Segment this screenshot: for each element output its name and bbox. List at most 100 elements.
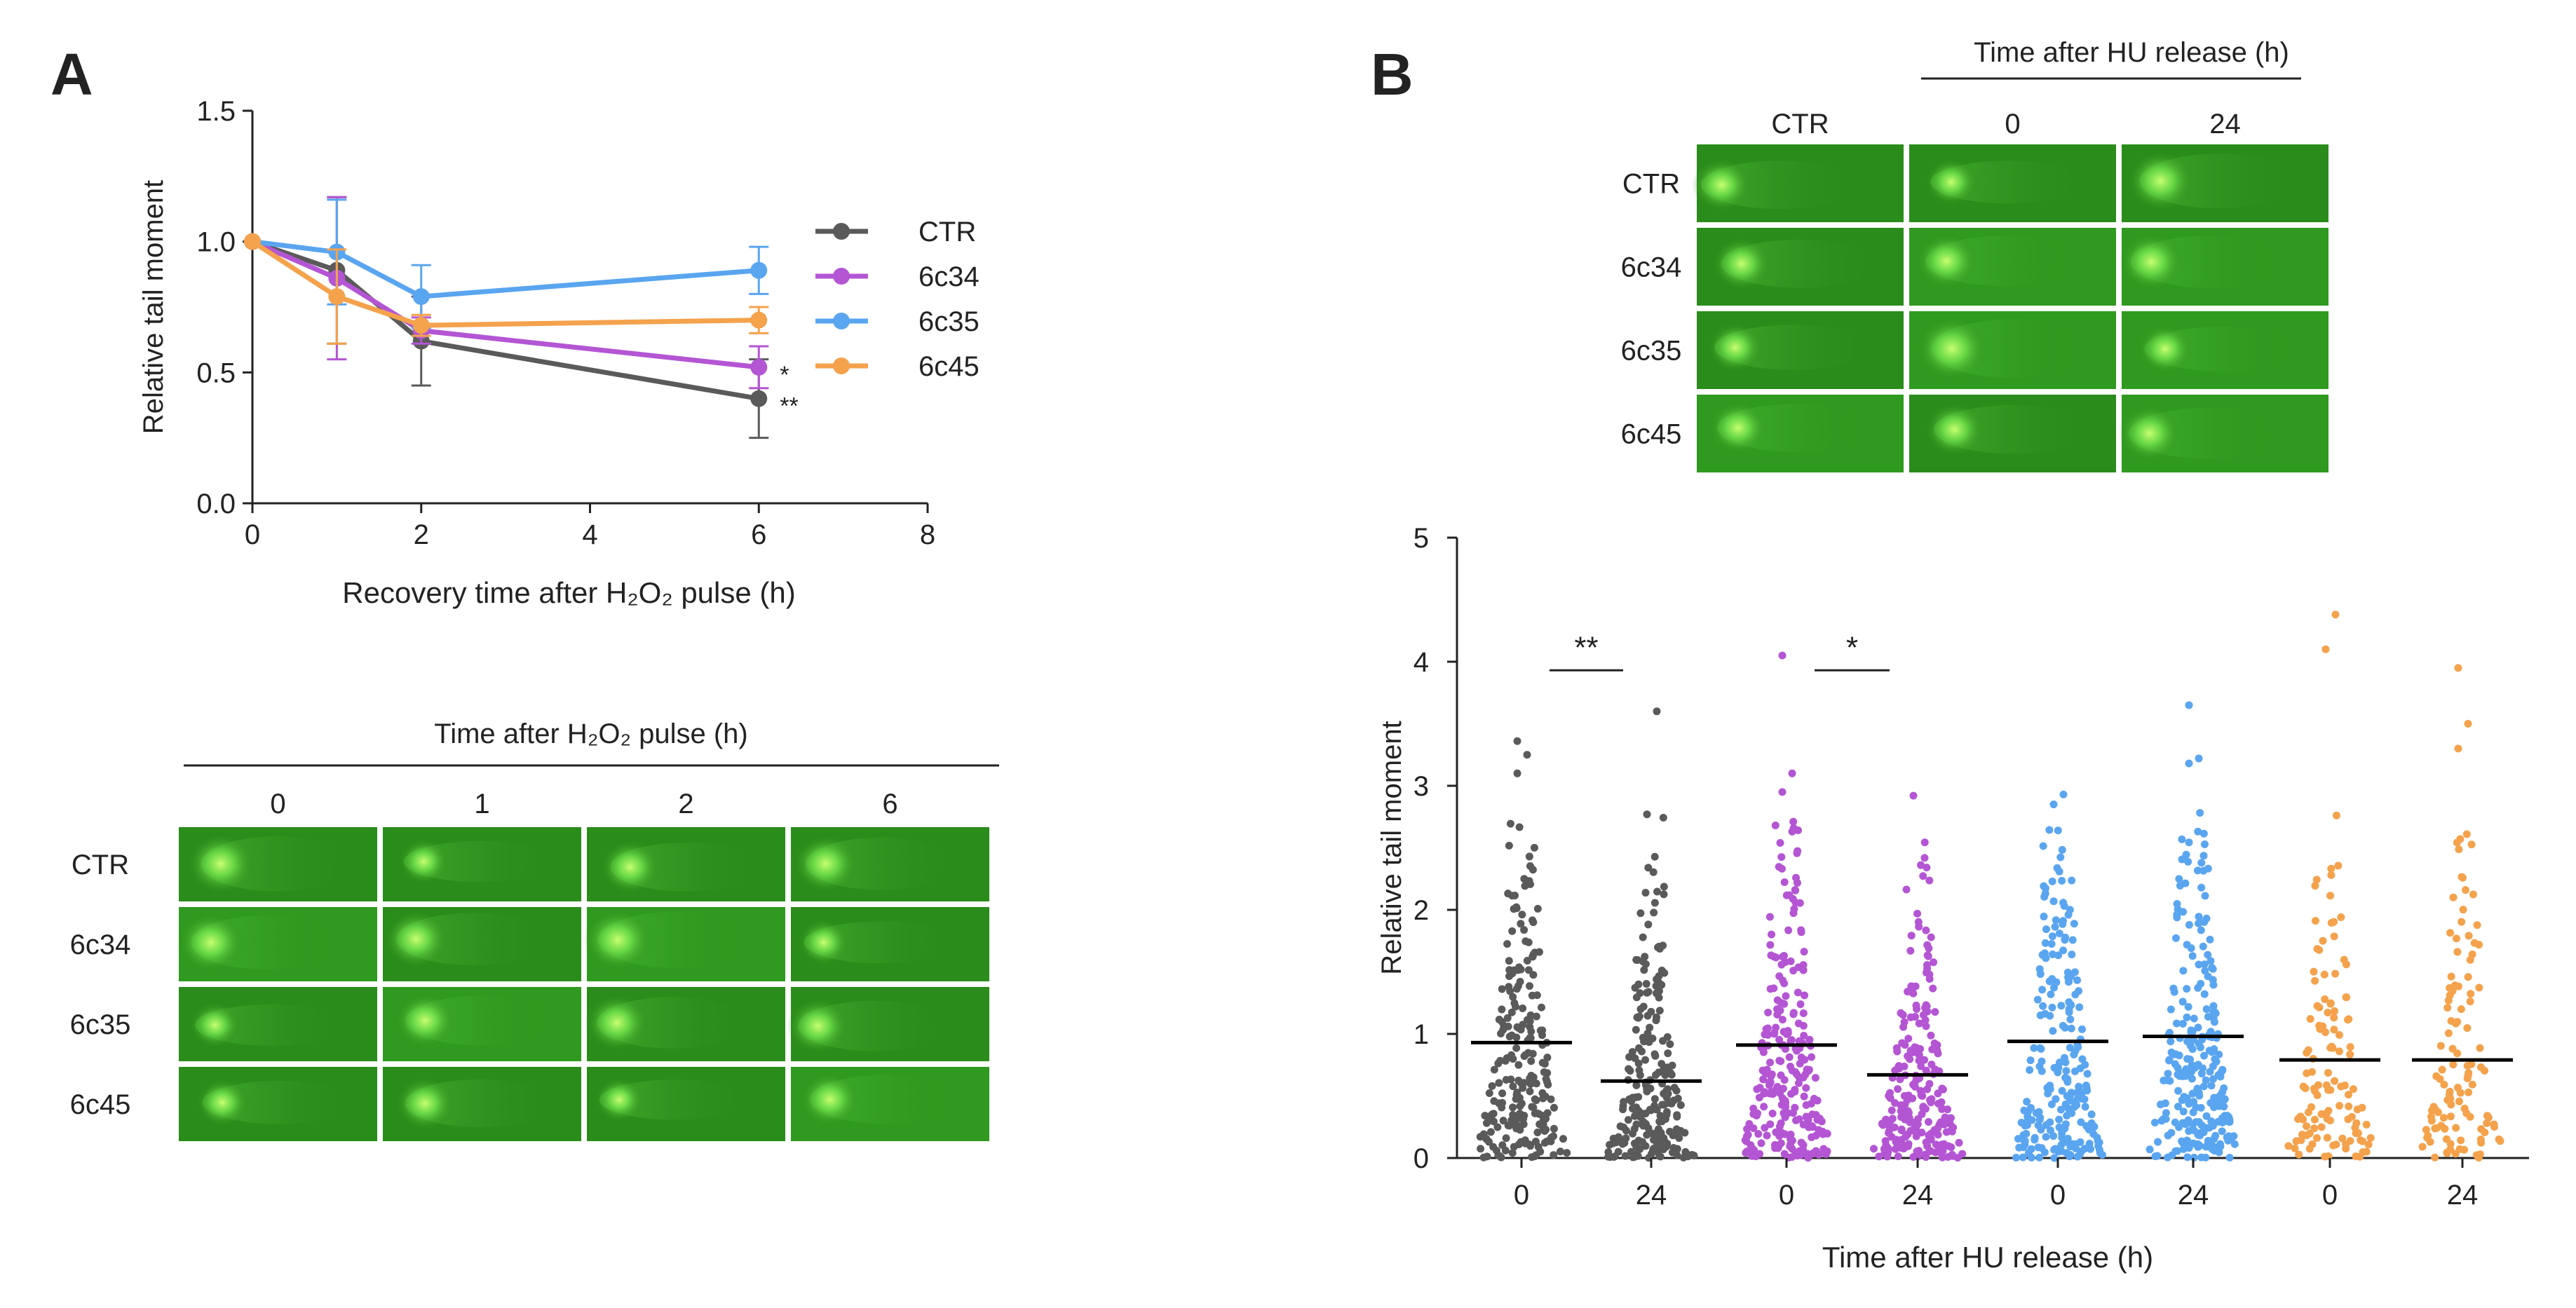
dot-group-CTR-0 xyxy=(1471,737,1572,1161)
image-column-label: 6 xyxy=(882,789,897,819)
data-dot xyxy=(1754,1130,1763,1138)
data-dot xyxy=(1925,876,1934,885)
data-dot xyxy=(2064,1105,2073,1113)
data-dot xyxy=(2036,970,2045,979)
data-dot xyxy=(2336,1101,2344,1110)
data-dot xyxy=(1512,1044,1521,1052)
x-tick-label: 0 xyxy=(1514,1180,1529,1211)
data-dot xyxy=(1669,1144,1678,1152)
comet-images-hu: Time after HU release (h) CTR 0 24 CTR 6c34 6… xyxy=(1621,37,2328,472)
data-dot xyxy=(2040,949,2049,958)
data-dot xyxy=(2052,916,2060,925)
series-6c34 xyxy=(244,196,769,390)
data-dot xyxy=(2449,1061,2458,1069)
data-dot xyxy=(2448,1044,2457,1053)
significance-marker: * xyxy=(780,362,789,388)
comet-image xyxy=(587,827,785,901)
data-dot xyxy=(1760,1103,1768,1111)
data-dot xyxy=(2458,918,2466,926)
data-dot xyxy=(1496,1056,1505,1065)
data-dot xyxy=(1922,926,1930,934)
data-dot xyxy=(1920,854,1929,862)
data-dot xyxy=(2032,1109,2040,1117)
data-dot xyxy=(2418,1143,2427,1151)
data-dot xyxy=(1765,913,1774,921)
data-dot xyxy=(2185,701,2193,709)
data-dot xyxy=(2183,1153,2192,1161)
data-dot xyxy=(2452,1019,2460,1028)
data-dot xyxy=(1885,1126,1893,1135)
data-dot xyxy=(2055,929,2063,938)
data-dot xyxy=(1808,1133,1816,1141)
data-dot xyxy=(2202,1005,2211,1014)
data-dot xyxy=(1789,817,1798,826)
data-dot xyxy=(1897,1101,1905,1110)
data-dot xyxy=(1892,1138,1900,1146)
data-dot xyxy=(1632,1081,1641,1089)
data-dot xyxy=(2291,1144,2299,1152)
data-dot xyxy=(1800,1092,1808,1101)
x-tick-label: 6 xyxy=(751,519,766,550)
data-dot xyxy=(1532,1079,1540,1088)
data-dot xyxy=(1909,989,1917,997)
data-dot xyxy=(2049,1027,2057,1035)
data-dot xyxy=(1508,1149,1517,1157)
data-dot xyxy=(1514,1077,1523,1085)
x-tick-label: 0 xyxy=(2322,1180,2338,1211)
data-dot xyxy=(1930,958,1938,967)
data-dot xyxy=(1787,1036,1796,1044)
data-dot xyxy=(2461,886,2469,894)
data-dot xyxy=(2303,1049,2311,1057)
data-dot xyxy=(1777,853,1786,861)
data-dot xyxy=(1902,885,1911,894)
data-dot xyxy=(2466,1112,2474,1121)
data-dot xyxy=(1628,1104,1636,1112)
data-dot xyxy=(2326,892,2335,900)
comet-image xyxy=(1697,228,1904,306)
data-dot xyxy=(2204,951,2212,959)
data-dot xyxy=(1791,886,1800,894)
data-dot xyxy=(1753,1085,1761,1094)
data-dot xyxy=(1766,985,1775,993)
data-dot xyxy=(1742,1137,1751,1145)
data-dot xyxy=(1760,1089,1768,1098)
data-dot xyxy=(1880,1145,1888,1153)
x-tick-label: 24 xyxy=(2447,1180,2479,1211)
data-dot xyxy=(2218,1118,2227,1126)
data-dot xyxy=(1520,926,1528,934)
data-dot xyxy=(1780,1076,1789,1084)
data-dot xyxy=(1526,982,1534,990)
data-dot xyxy=(1875,1152,1883,1161)
data-dot xyxy=(2175,1123,2183,1131)
data-dot xyxy=(1643,810,1651,819)
data-point xyxy=(412,288,430,306)
data-dot xyxy=(1521,1051,1529,1059)
data-dot xyxy=(2457,1136,2465,1145)
data-dot xyxy=(2160,1115,2168,1123)
data-dot xyxy=(2055,1123,2063,1131)
data-dot xyxy=(1653,887,1662,896)
data-dot xyxy=(2023,1117,2032,1126)
data-dot xyxy=(2164,1131,2172,1140)
data-dot xyxy=(1537,1003,1545,1011)
data-dot xyxy=(2307,1103,2316,1111)
data-dot xyxy=(2366,1133,2375,1142)
data-dot xyxy=(2037,1044,2045,1053)
data-dot xyxy=(2045,826,2054,834)
data-dot xyxy=(2284,1142,2293,1150)
data-dot xyxy=(1785,1053,1794,1061)
data-dot xyxy=(1869,1145,1878,1153)
data-dot xyxy=(2054,1068,2062,1077)
data-dot xyxy=(2438,1065,2446,1074)
data-dot xyxy=(2331,1007,2338,1016)
data-dot xyxy=(2195,754,2203,763)
dot-group-6c34-24 xyxy=(1867,791,1968,1162)
data-dot xyxy=(2467,840,2476,849)
data-dot xyxy=(2060,1054,2068,1062)
comet-image xyxy=(791,827,989,901)
data-dot xyxy=(2331,611,2340,619)
data-dot xyxy=(2323,1109,2331,1117)
data-dot xyxy=(1672,1086,1681,1095)
data-dot xyxy=(2299,1115,2307,1124)
data-dot xyxy=(1938,1105,1946,1113)
